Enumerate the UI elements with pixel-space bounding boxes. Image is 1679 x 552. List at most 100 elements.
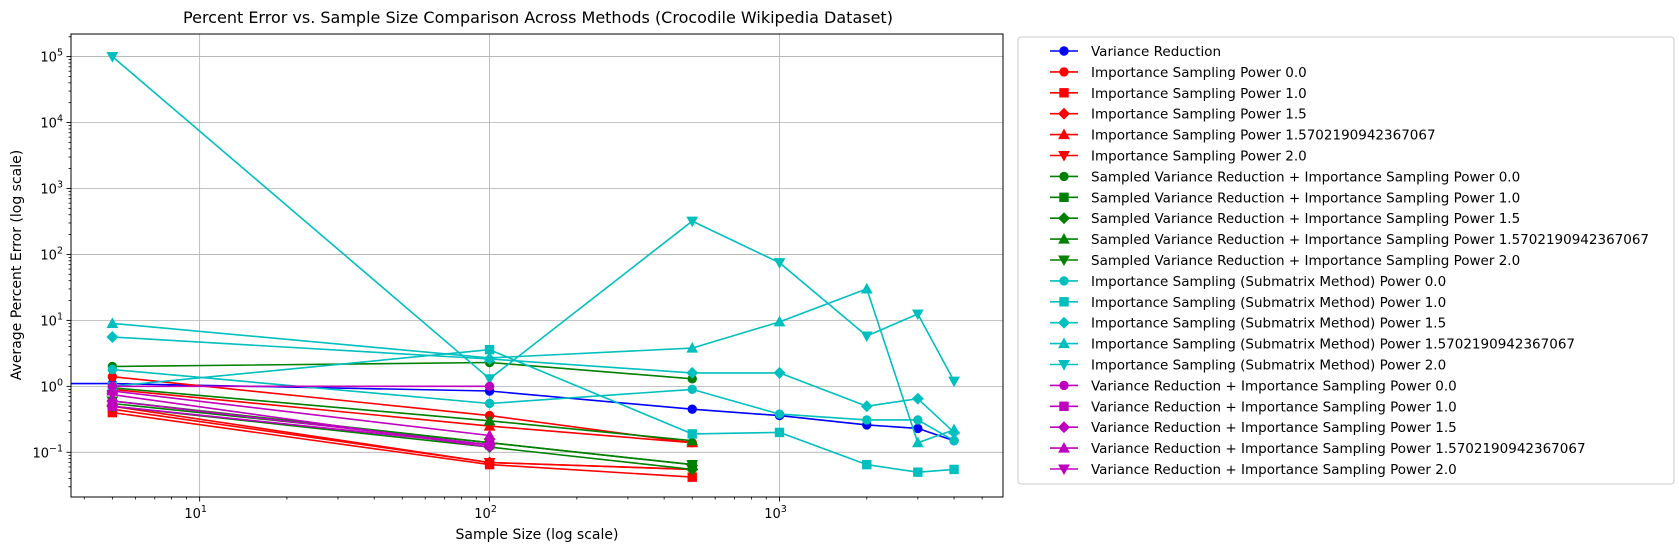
y-axis-label: Average Percent Error (log scale) — [9, 150, 25, 380]
legend-entry: Importance Sampling Power 1.5 — [1050, 107, 1307, 123]
y-tick-base: 10 — [40, 182, 57, 197]
legend-label: Importance Sampling Power 2.0 — [1091, 149, 1307, 165]
y-tick-label: 102 — [40, 245, 63, 263]
legend-entry: Variance Reduction + Importance Sampling… — [1050, 441, 1586, 457]
data-point — [911, 309, 924, 321]
data-point — [911, 392, 924, 405]
series-line — [111, 55, 955, 382]
y-tick-base: 10 — [32, 446, 49, 461]
legend-marker — [1059, 171, 1069, 182]
data-point — [773, 315, 786, 327]
legend-entry: Sampled Variance Reduction + Importance … — [1050, 169, 1520, 185]
data-point — [686, 216, 699, 228]
legend-marker — [1059, 88, 1069, 98]
data-point — [483, 351, 496, 363]
legend-entry: Sampled Variance Reduction + Importance … — [1050, 190, 1520, 206]
data-point — [484, 381, 495, 392]
legend-label: Importance Sampling Power 1.570219094236… — [1091, 128, 1436, 144]
legend-marker — [1058, 107, 1070, 120]
legend-marker — [1058, 359, 1070, 371]
series-line — [71, 382, 955, 442]
plot-series — [71, 52, 961, 482]
legend-label: Variance Reduction + Importance Sampling… — [1091, 420, 1457, 436]
legend-entry: Variance Reduction + Importance Sampling… — [1050, 399, 1457, 415]
series-11 — [106, 396, 699, 471]
legend-marker — [1059, 67, 1069, 77]
legend-marker — [1058, 128, 1070, 140]
data-point — [687, 404, 697, 414]
series-21 — [106, 390, 496, 454]
legend: Variance Reduction Importance Sampling Po… — [1050, 44, 1649, 478]
legend-label: Sampled Variance Reduction + Importance … — [1091, 232, 1649, 248]
data-point — [860, 400, 873, 413]
legend-label: Importance Sampling Power 1.0 — [1091, 86, 1307, 102]
data-point — [484, 398, 495, 409]
data-point — [687, 384, 697, 395]
y-tick-exponent: 4 — [57, 114, 63, 125]
data-point — [860, 282, 873, 294]
legend-label: Importance Sampling (Submatrix Method) P… — [1091, 295, 1446, 311]
x-axis-label: Sample Size (log scale) — [456, 527, 619, 543]
data-point — [686, 434, 699, 446]
y-tick-base: 10 — [40, 117, 57, 132]
x-tick-base: 10 — [184, 507, 201, 522]
x-tick-label: 102 — [474, 504, 497, 522]
data-point — [106, 395, 119, 407]
y-tick-exponent: 0 — [57, 377, 63, 388]
data-point — [106, 52, 119, 63]
y-tick-exponent: −1 — [49, 443, 63, 454]
legend-marker — [1059, 46, 1069, 56]
legend-marker — [1058, 464, 1070, 476]
legend-marker — [1059, 380, 1069, 391]
y-tick-exponent: 5 — [57, 48, 63, 59]
data-point — [949, 464, 959, 475]
data-point — [483, 442, 496, 454]
data-point — [687, 429, 697, 439]
data-point — [483, 374, 496, 385]
data-point — [948, 376, 960, 388]
x-tick-label: 103 — [764, 504, 787, 522]
y-tick-base: 10 — [40, 314, 57, 329]
data-point — [483, 414, 496, 426]
data-point — [106, 331, 119, 343]
legend-label: Sampled Variance Reduction + Importance … — [1091, 190, 1520, 206]
legend-marker — [1059, 401, 1069, 412]
series-16 — [106, 52, 960, 388]
legend-entry: Sampled Variance Reduction + Importance … — [1050, 211, 1520, 227]
legend-label: Importance Sampling (Submatrix Method) P… — [1091, 274, 1446, 290]
data-point — [911, 436, 924, 448]
legend-entry: Importance Sampling (Submatrix Method) P… — [1050, 337, 1575, 353]
legend-entry: Variance Reduction + Importance Sampling… — [1050, 462, 1457, 478]
x-tick-exponent: 1 — [201, 504, 207, 515]
x-tick-label: 101 — [184, 504, 207, 522]
legend-marker — [1058, 233, 1070, 244]
legend-label: Variance Reduction + Importance Sampling… — [1091, 378, 1457, 394]
x-tick-exponent: 2 — [491, 504, 497, 515]
legend-marker — [1058, 212, 1070, 225]
plot-frame — [70, 33, 1004, 498]
data-point — [862, 415, 872, 425]
data-point — [106, 390, 119, 401]
legend-frame — [1017, 36, 1675, 485]
data-point — [773, 366, 786, 379]
legend-label: Importance Sampling (Submatrix Method) P… — [1091, 316, 1446, 332]
data-point — [774, 409, 785, 419]
y-tick-label: 100 — [40, 377, 63, 395]
y-tick-label: 10−1 — [32, 443, 63, 461]
legend-entry: Importance Sampling (Submatrix Method) P… — [1050, 358, 1446, 374]
legend-entry: Importance Sampling (Submatrix Method) P… — [1050, 295, 1446, 311]
data-point — [483, 457, 496, 469]
data-point — [107, 364, 118, 375]
series-line — [112, 400, 490, 446]
legend-label: Variance Reduction — [1091, 44, 1221, 60]
y-tick-label: 105 — [40, 48, 63, 66]
y-tick-base: 10 — [40, 51, 57, 66]
legend-entry: Importance Sampling Power 1.0 — [1050, 86, 1307, 102]
legend-label: Variance Reduction + Importance Sampling… — [1091, 441, 1586, 457]
y-tick-label: 101 — [40, 311, 63, 329]
legend-marker — [1058, 255, 1070, 267]
legend-label: Sampled Variance Reduction + Importance … — [1091, 211, 1520, 227]
y-tick-base: 10 — [40, 248, 57, 263]
legend-label: Importance Sampling Power 1.5 — [1091, 107, 1307, 123]
